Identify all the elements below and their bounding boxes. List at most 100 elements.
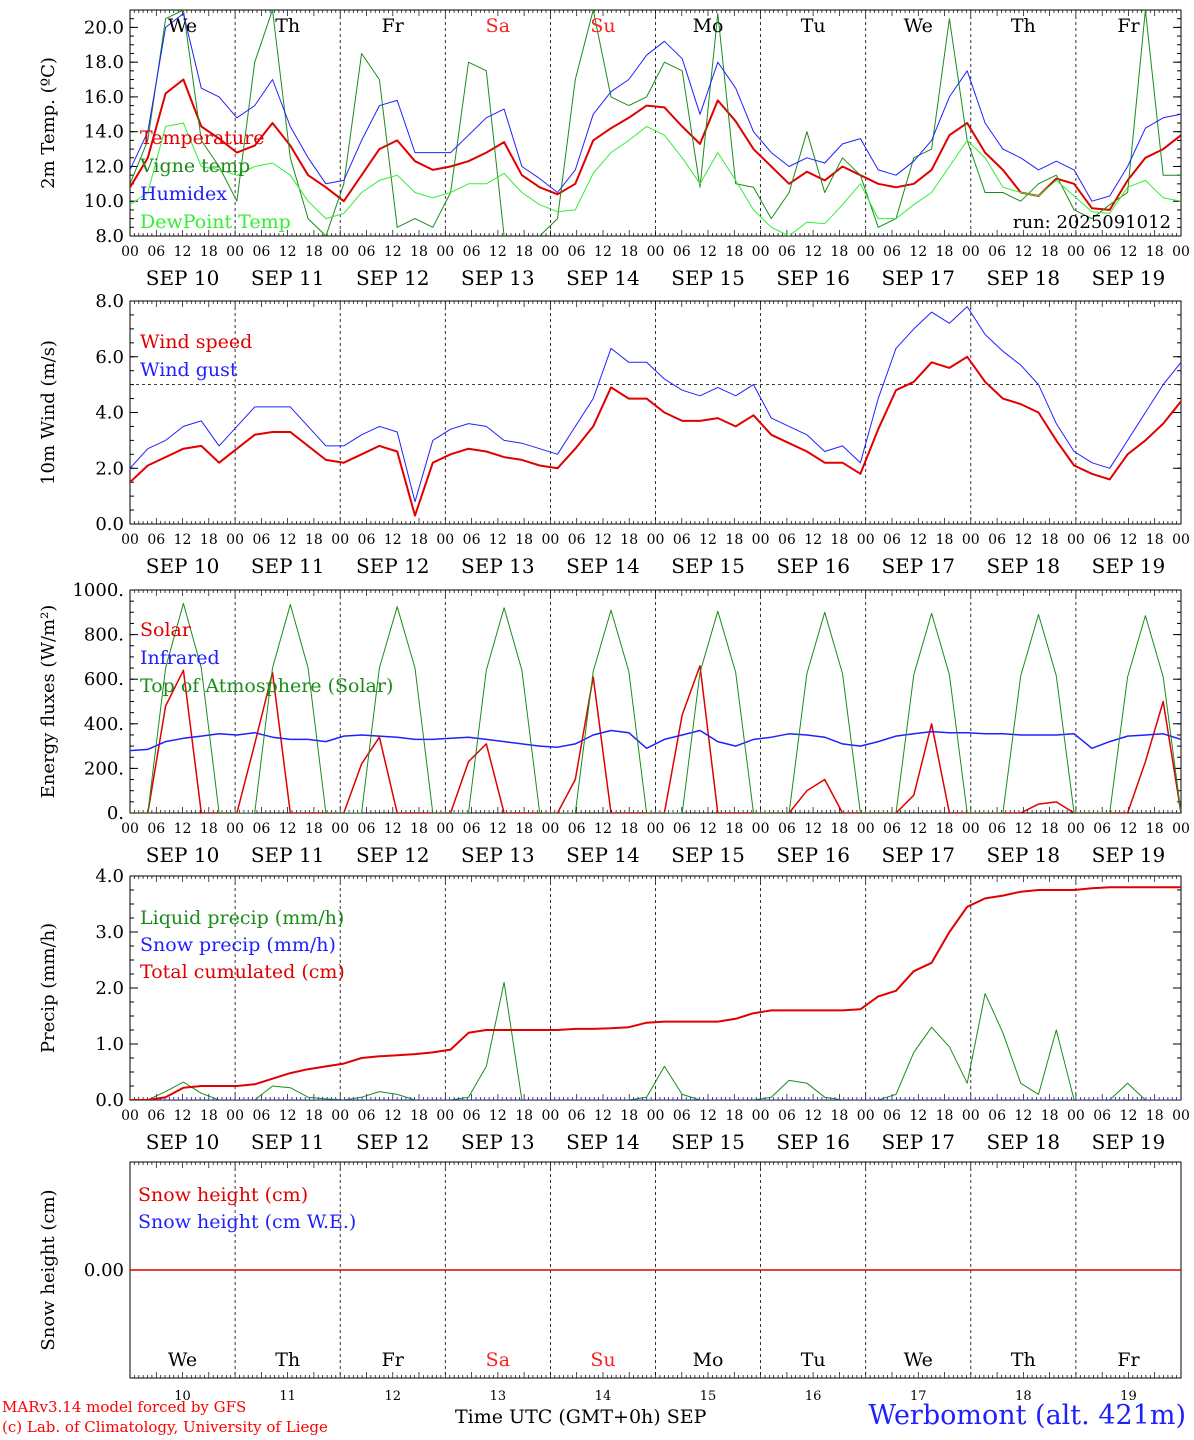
- hour-tick-label: 12: [804, 244, 822, 260]
- weekday-label: Th: [1011, 1349, 1036, 1371]
- legend-humidex: Humidex: [140, 183, 227, 205]
- hour-tick-label: 06: [778, 244, 796, 260]
- hour-tick-label: 00: [647, 532, 665, 548]
- hour-tick-label: 06: [147, 244, 165, 260]
- hour-tick-label: 00: [1172, 1108, 1190, 1124]
- weekday-label: Fr: [382, 1349, 405, 1371]
- date-label: SEP 18: [987, 554, 1061, 578]
- x-minor-ticks: [129, 10, 1182, 236]
- hour-tick-label: 12: [1014, 532, 1032, 548]
- hour-tick-label: 12: [1120, 821, 1138, 837]
- hour-tick-label: 00: [121, 244, 139, 260]
- hour-tick-label: 12: [909, 532, 927, 548]
- y-tick-label: 2.0: [95, 458, 124, 479]
- y-tick-label: 16.0: [84, 87, 124, 108]
- hour-tick-label: 12: [594, 1108, 612, 1124]
- hour-tick-label: 00: [857, 821, 875, 837]
- lab-credit: (c) Lab. of Climatology, University of L…: [2, 1418, 328, 1436]
- series-humidex: [130, 13, 1181, 202]
- date-label: SEP 17: [881, 843, 955, 867]
- legend-solar: Solar: [140, 619, 192, 641]
- hour-tick-label: 06: [778, 532, 796, 548]
- date-label: SEP 17: [881, 266, 955, 290]
- panel-snow: 0.00 Snow height (cm) Snow height (cm) Snow…: [38, 1161, 1182, 1404]
- y-tick-label: 600.: [84, 669, 124, 690]
- hour-tick-label: 06: [147, 1108, 165, 1124]
- date-label: SEP 13: [461, 1130, 535, 1154]
- y-tick-label: 1000.: [72, 580, 124, 601]
- hour-tick-label: 18: [725, 1108, 743, 1124]
- hour-tick-label: 18: [410, 1108, 428, 1124]
- hour-tick-label: 18: [410, 244, 428, 260]
- date-label: SEP 19: [1092, 843, 1166, 867]
- hour-tick-label: 06: [1093, 532, 1111, 548]
- hour-tick-label: 06: [568, 821, 586, 837]
- hour-tick-label: 06: [988, 244, 1006, 260]
- date-label: SEP 17: [881, 1130, 955, 1154]
- hour-tick-label: 18: [1146, 821, 1164, 837]
- hour-tick-label: 18: [515, 821, 533, 837]
- legend-vigne-temp: Vigne temp: [139, 155, 250, 177]
- hour-tick-label: 00: [752, 1108, 770, 1124]
- hour-tick-label: 00: [1067, 1108, 1085, 1124]
- hour-tick-label: 06: [358, 532, 376, 548]
- hour-tick-label: 00: [226, 244, 244, 260]
- hour-tick-label: 06: [463, 1108, 481, 1124]
- plot-frame: [129, 300, 1182, 525]
- hour-tick-label: 18: [305, 532, 323, 548]
- hour-tick-label: 18: [1146, 244, 1164, 260]
- hour-tick-label: 18: [620, 821, 638, 837]
- y-tick-label: 1.0: [95, 1034, 124, 1055]
- model-credit: MARv3.14 model forced by GFS: [2, 1398, 247, 1416]
- hour-tick-label: 18: [620, 532, 638, 548]
- day-number-label: 18: [1015, 1389, 1032, 1404]
- panel-precip: 0.0 1.0 2.0 3.0 4.0 Precip (mm/h) Liquid preci…: [38, 866, 1190, 1154]
- weekday-label: Su: [590, 15, 615, 37]
- hour-tick-label: 12: [279, 821, 297, 837]
- hour-tick-label: 12: [489, 532, 507, 548]
- hour-tick-label: 12: [489, 821, 507, 837]
- date-label: SEP 13: [461, 266, 535, 290]
- y-tick-label: 14.0: [84, 122, 124, 143]
- hour-tick-label: 00: [436, 532, 454, 548]
- hour-tick-label: 06: [673, 532, 691, 548]
- hour-tick-label: 12: [279, 244, 297, 260]
- y-tick-label: 800.: [84, 625, 124, 646]
- hour-tick-label: 12: [699, 1108, 717, 1124]
- time-axis-text: Time UTC (GMT+0h): [455, 1406, 661, 1428]
- hour-tick-label: 12: [489, 244, 507, 260]
- hour-tick-label: 06: [883, 821, 901, 837]
- hour-tick-label: 12: [1014, 244, 1032, 260]
- y-axis-label: Energy fluxes (W/m²): [38, 605, 59, 799]
- hour-tick-label: 18: [200, 244, 218, 260]
- hour-tick-label: 06: [252, 532, 270, 548]
- hour-tick-label: 18: [305, 1108, 323, 1124]
- date-label: SEP 16: [776, 554, 850, 578]
- hour-tick-label: 12: [174, 1108, 192, 1124]
- hour-tick-label: 06: [463, 821, 481, 837]
- hour-tick-label: 12: [699, 821, 717, 837]
- y-tick-label: 200.: [84, 758, 124, 779]
- series-wind-gust: [130, 306, 1181, 503]
- hour-tick-label: 18: [515, 532, 533, 548]
- date-label: SEP 15: [671, 554, 745, 578]
- weekday-label: We: [168, 15, 197, 37]
- legend-top-of-atmosphere-solar-: Top of Atmosphere (Solar): [140, 675, 393, 697]
- hour-tick-label: 12: [699, 244, 717, 260]
- weekday-label: Mo: [693, 1349, 724, 1371]
- date-label: SEP 13: [461, 843, 535, 867]
- weekday-label: Th: [275, 1349, 300, 1371]
- hour-tick-label: 00: [1067, 532, 1085, 548]
- hour-tick-label: 06: [252, 244, 270, 260]
- x-minor-ticks: [129, 590, 1182, 813]
- series-liquid-precip-mm-h-: [130, 981, 1181, 1100]
- y-axis-label: Snow height (cm): [38, 1189, 59, 1350]
- hour-tick-label: 00: [752, 532, 770, 548]
- hour-tick-label: 18: [1146, 1108, 1164, 1124]
- hour-tick-label: 06: [568, 244, 586, 260]
- date-label: SEP 11: [251, 266, 325, 290]
- hour-tick-label: 06: [673, 821, 691, 837]
- hour-tick-label: 06: [778, 1108, 796, 1124]
- x-minor-ticks: [129, 301, 1182, 524]
- hour-tick-label: 00: [647, 1108, 665, 1124]
